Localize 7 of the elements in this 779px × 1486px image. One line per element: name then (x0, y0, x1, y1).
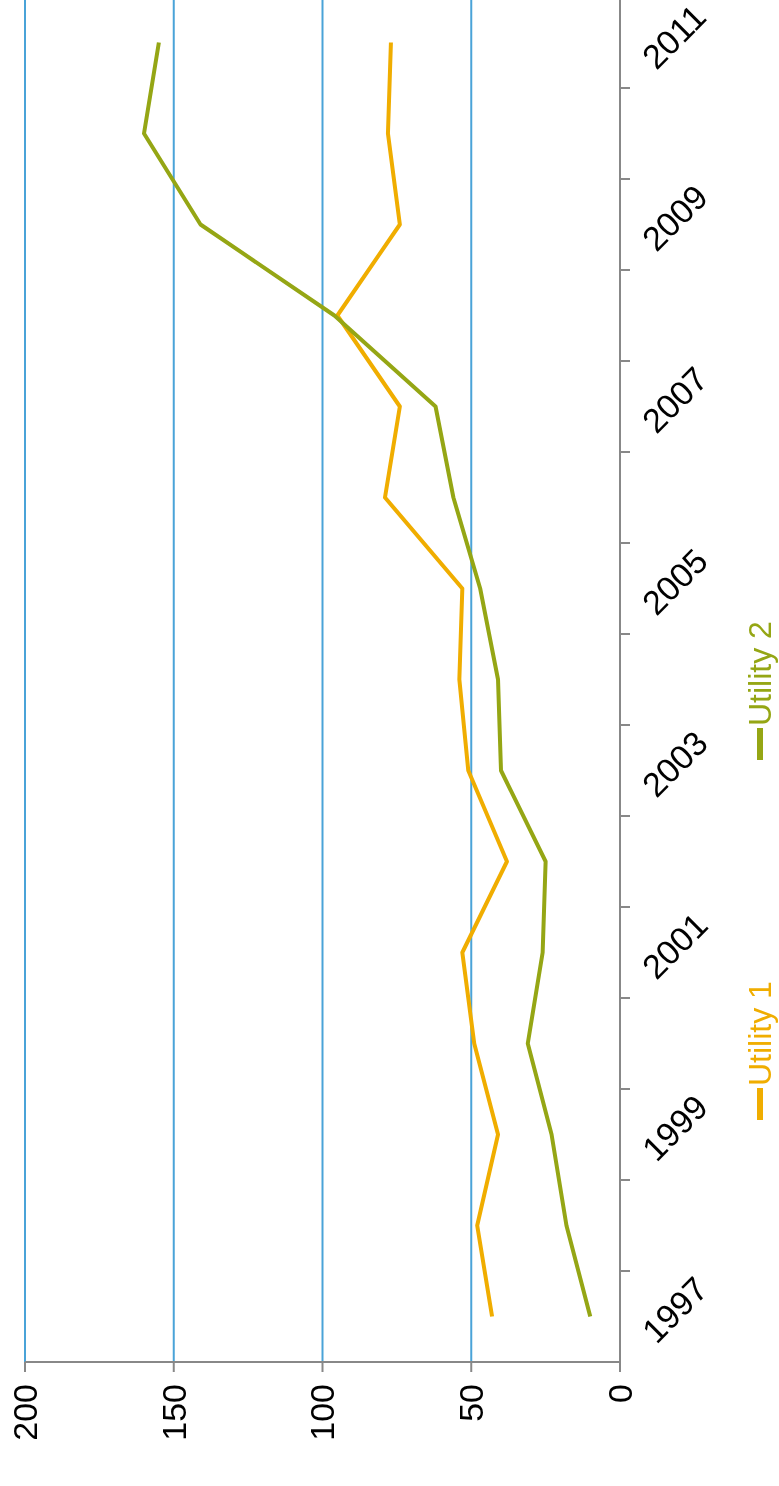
text: Utility 2 (742, 621, 779, 726)
text: Utility 1 (742, 981, 779, 1086)
x-tick-label: 0 (600, 1384, 639, 1403)
x-tick-label: 100 (303, 1384, 342, 1441)
x-tick-label: 200 (5, 1384, 44, 1441)
x-tick-label: 50 (452, 1384, 491, 1422)
x-tick-label: 150 (154, 1384, 193, 1441)
